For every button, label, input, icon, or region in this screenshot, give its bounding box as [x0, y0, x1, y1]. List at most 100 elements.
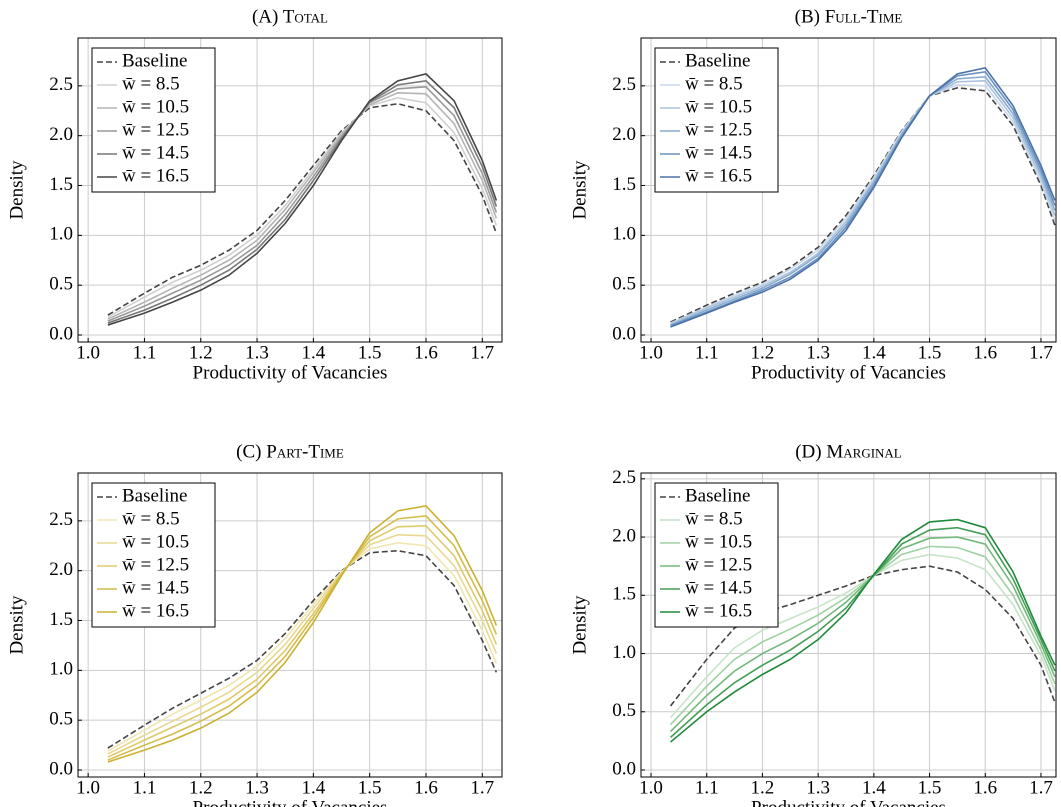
series-line — [670, 84, 1056, 324]
y-tick-label: 2.0 — [49, 559, 73, 580]
y-tick-label: 1.0 — [612, 642, 636, 663]
series-line — [107, 525, 498, 758]
x-tick-label: 1.0 — [76, 777, 100, 798]
legend-label: w̄ = 16.5 — [685, 165, 752, 186]
y-tick-label: 0.5 — [49, 709, 73, 730]
y-axis-label: Density — [6, 595, 27, 655]
legend-box — [91, 482, 216, 628]
y-tick-label: 0.0 — [49, 758, 73, 779]
y-tick-label: 2.5 — [49, 74, 73, 95]
axes-frame — [640, 37, 1057, 343]
x-tick-label: 1.0 — [639, 777, 663, 798]
legend-label: w̄ = 14.5 — [122, 577, 189, 598]
x-tick-label: 1.4 — [301, 342, 325, 363]
y-tick-label: 1.5 — [49, 174, 73, 195]
x-tick-label: 1.3 — [245, 777, 269, 798]
x-axis-label: Productivity of Vacancies — [193, 797, 388, 807]
y-tick-label: 1.0 — [612, 224, 636, 245]
legend-label: w̄ = 16.5 — [685, 600, 752, 621]
panel-title: (A) Total — [252, 6, 328, 27]
legend-box — [91, 47, 216, 193]
legend-label: w̄ = 10.5 — [685, 96, 752, 117]
y-tick-label: 2.0 — [612, 124, 636, 145]
x-tick-label: 1.3 — [806, 777, 830, 798]
x-tick-label: 1.4 — [301, 777, 325, 798]
legend-label: w̄ = 12.5 — [685, 119, 752, 140]
x-tick-label: 1.0 — [76, 342, 100, 363]
x-axis-label: Productivity of Vacancies — [751, 797, 946, 807]
series-line — [107, 102, 498, 316]
legend-label: w̄ = 8.5 — [685, 73, 743, 94]
x-tick-label: 1.5 — [358, 777, 382, 798]
x-tick-label: 1.7 — [470, 777, 494, 798]
x-tick-label: 1.2 — [751, 342, 775, 363]
series-line — [107, 533, 498, 755]
x-tick-label: 1.7 — [1029, 342, 1053, 363]
y-tick-label: 2.5 — [612, 74, 636, 95]
x-tick-label: 1.4 — [862, 342, 886, 363]
series-line — [107, 505, 498, 763]
series-line — [670, 87, 1056, 323]
x-tick-label: 1.0 — [639, 342, 663, 363]
y-tick-label: 2.0 — [49, 124, 73, 145]
series-line — [670, 67, 1056, 328]
legend-label: w̄ = 10.5 — [685, 531, 752, 552]
legend-label: w̄ = 8.5 — [685, 508, 743, 529]
y-tick-label: 0.5 — [612, 700, 636, 721]
legend-label: w̄ = 16.5 — [122, 600, 189, 621]
series-line — [670, 518, 1056, 743]
axes-frame — [77, 37, 503, 343]
y-tick-label: 0.0 — [612, 323, 636, 344]
x-axis-label: Productivity of Vacancies — [751, 362, 946, 383]
y-tick-label: 0.5 — [49, 274, 73, 295]
series-line — [107, 92, 498, 320]
y-axis-label: Density — [569, 160, 590, 220]
x-tick-label: 1.6 — [973, 342, 997, 363]
series-line — [107, 549, 498, 749]
legend-label: w̄ = 12.5 — [122, 554, 189, 575]
axes-frame — [640, 472, 1057, 778]
x-tick-label: 1.1 — [695, 777, 719, 798]
legend-label: w̄ = 12.5 — [685, 554, 752, 575]
legend-label: w̄ = 16.5 — [122, 165, 189, 186]
series-line — [670, 71, 1056, 327]
legend-label: w̄ = 8.5 — [122, 73, 180, 94]
legend-label: Baseline — [122, 485, 187, 506]
y-axis-label: Density — [6, 160, 27, 220]
legend-label: w̄ = 12.5 — [122, 119, 189, 140]
y-tick-label: 1.0 — [49, 659, 73, 680]
x-tick-label: 1.2 — [189, 342, 213, 363]
legend-label: Baseline — [122, 50, 187, 71]
legend-label: Baseline — [685, 485, 750, 506]
legend-label: w̄ = 10.5 — [122, 96, 189, 117]
x-tick-label: 1.5 — [918, 342, 942, 363]
x-tick-label: 1.3 — [806, 342, 830, 363]
y-axis-label: Density — [569, 595, 590, 655]
legend-box — [654, 47, 779, 193]
y-tick-label: 0.5 — [612, 274, 636, 295]
series-line — [107, 96, 498, 318]
panel-title: (B) Full-Time — [795, 6, 903, 27]
x-tick-label: 1.6 — [414, 342, 438, 363]
legend-label: w̄ = 14.5 — [685, 142, 752, 163]
series-line — [107, 72, 498, 326]
legend-label: w̄ = 10.5 — [122, 531, 189, 552]
series-line — [670, 80, 1056, 325]
x-tick-label: 1.1 — [133, 342, 157, 363]
series-line — [107, 86, 498, 322]
y-tick-label: 1.0 — [49, 224, 73, 245]
legend-label: Baseline — [685, 50, 750, 71]
y-tick-label: 0.0 — [49, 323, 73, 344]
x-tick-label: 1.6 — [973, 777, 997, 798]
x-tick-label: 1.2 — [189, 777, 213, 798]
panel-title: (D) Marginal — [795, 441, 902, 462]
legend-label: w̄ = 14.5 — [122, 142, 189, 163]
y-tick-label: 1.5 — [612, 174, 636, 195]
panel-title: (C) Part-Time — [236, 441, 344, 462]
x-tick-label: 1.7 — [470, 342, 494, 363]
y-tick-label: 2.0 — [612, 525, 636, 546]
y-tick-label: 1.5 — [612, 584, 636, 605]
x-axis-label: Productivity of Vacancies — [193, 362, 388, 383]
x-tick-label: 1.2 — [751, 777, 775, 798]
y-tick-label: 2.5 — [49, 509, 73, 530]
